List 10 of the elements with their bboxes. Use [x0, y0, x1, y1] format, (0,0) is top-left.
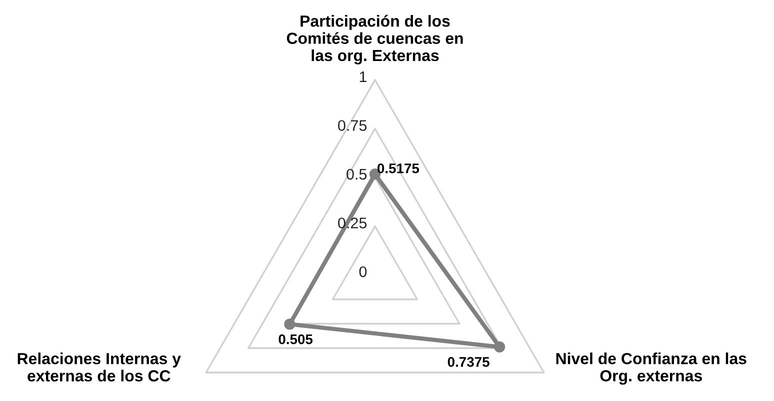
- spoke-label: Participación de los Comités de cuencas en las org. Externas: [286, 14, 463, 64]
- spoke-label: Relaciones Internas y externas de los CC: [18, 352, 181, 382]
- y-tick-label: 0.75: [338, 120, 367, 131]
- data-label: 0.5175: [378, 163, 420, 174]
- y-tick-label: 0.5: [346, 168, 367, 180]
- y-tick-label: 1: [360, 71, 366, 82]
- data-label: 0.505: [278, 334, 313, 344]
- y-tick-label: 0: [359, 266, 367, 278]
- data-label: 0.7375: [448, 357, 490, 367]
- spoke-label: Nivel de Confianza en las Org. externas: [556, 352, 746, 385]
